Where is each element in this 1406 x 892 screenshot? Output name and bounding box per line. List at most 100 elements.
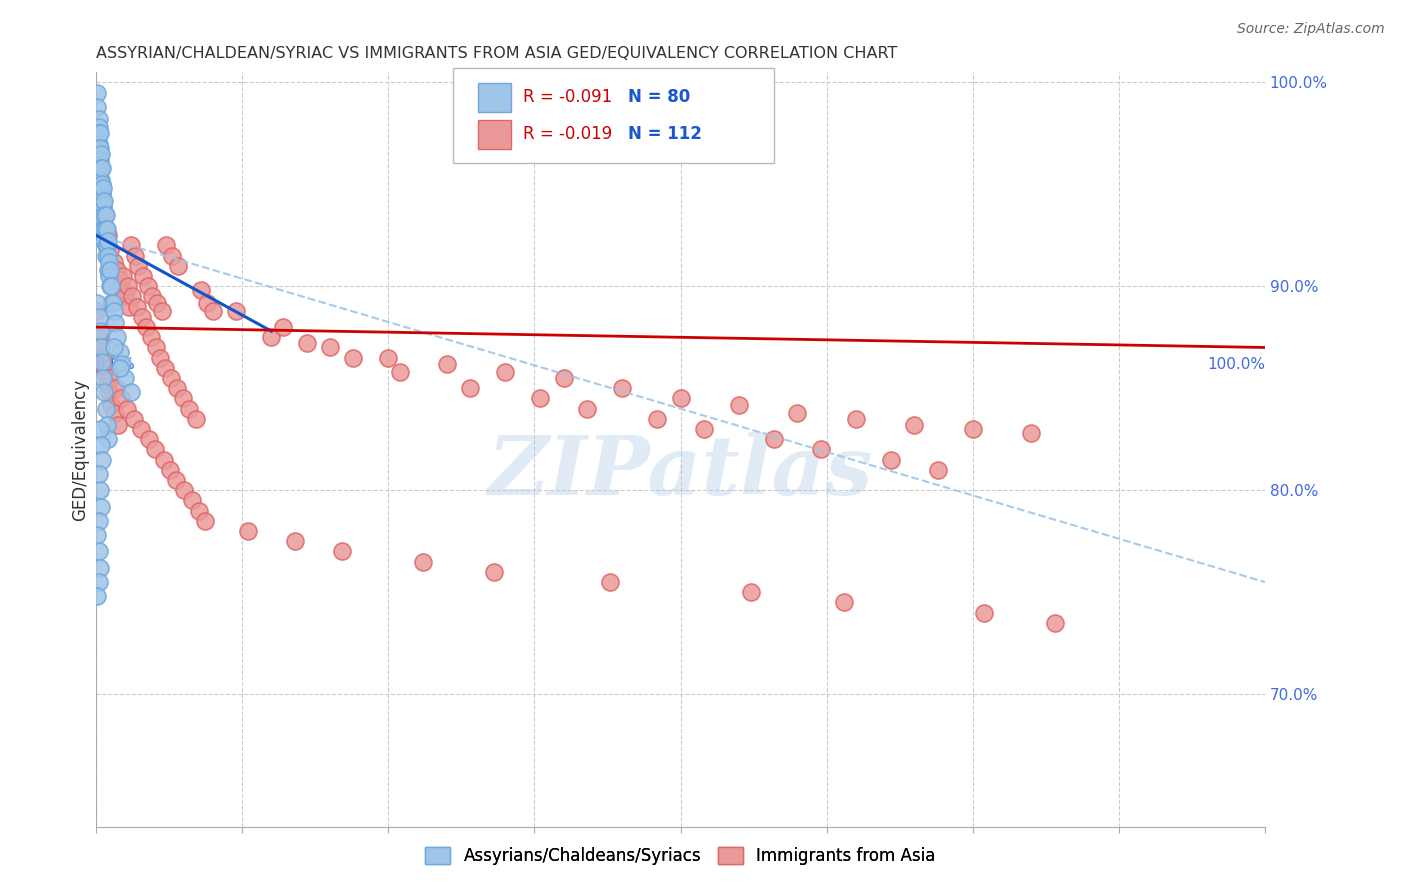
Point: [110, 392, 132, 406]
Point: [98, 385, 121, 400]
Point: [120, 238, 142, 252]
Point: [98, 243, 121, 257]
Point: [153, 452, 176, 467]
Point: [181, 493, 204, 508]
Point: [100, 279, 122, 293]
Point: [91, 222, 114, 236]
Point: [94, 249, 117, 263]
Point: [89, 218, 111, 232]
Point: [86, 303, 108, 318]
Point: [87, 197, 110, 211]
Point: [295, 336, 318, 351]
Point: [86, 86, 108, 100]
Point: [91, 187, 114, 202]
Point: [91, 197, 114, 211]
Point: [177, 401, 200, 416]
Point: [319, 341, 342, 355]
Point: [167, 259, 190, 273]
Point: [89, 344, 111, 359]
Point: [225, 303, 247, 318]
Point: [87, 467, 110, 481]
Point: [132, 269, 155, 284]
Point: [903, 417, 925, 432]
Point: [91, 371, 114, 385]
Point: [260, 330, 283, 344]
Point: [114, 289, 136, 303]
Point: [89, 126, 111, 140]
Point: [96, 238, 118, 252]
Point: [105, 381, 128, 395]
Point: [127, 259, 149, 273]
Point: [145, 341, 167, 355]
Point: [763, 432, 786, 446]
Point: [103, 341, 125, 355]
Point: [98, 279, 121, 293]
Point: [90, 341, 112, 355]
Point: [93, 235, 115, 249]
Point: [645, 412, 668, 426]
Point: [100, 398, 122, 412]
Point: [138, 432, 160, 446]
Point: [610, 381, 633, 395]
Point: [89, 161, 111, 175]
Point: [129, 422, 152, 436]
Point: [91, 211, 114, 226]
Point: [880, 452, 903, 467]
Point: [136, 279, 159, 293]
Point: [669, 392, 692, 406]
Point: [90, 161, 112, 175]
Point: [86, 100, 108, 114]
Point: [93, 208, 115, 222]
Point: [89, 483, 111, 498]
Point: [91, 214, 114, 228]
Point: [458, 381, 481, 395]
Point: [87, 330, 110, 344]
Point: [93, 208, 115, 222]
Point: [87, 514, 110, 528]
Point: [149, 351, 172, 365]
Point: [89, 192, 111, 206]
Point: [90, 341, 112, 355]
Point: [98, 263, 121, 277]
Point: [97, 263, 120, 277]
Point: [127, 300, 149, 314]
Point: [143, 442, 166, 457]
Point: [693, 422, 716, 436]
Point: [114, 371, 136, 385]
Point: [105, 330, 128, 344]
Point: [94, 401, 117, 416]
Point: [90, 146, 112, 161]
Point: [89, 324, 111, 338]
Text: ASSYRIAN/CHALDEAN/SYRIAC VS IMMIGRANTS FROM ASIA GED/EQUIVALENCY CORRELATION CHA: ASSYRIAN/CHALDEAN/SYRIAC VS IMMIGRANTS F…: [96, 46, 897, 62]
Point: [103, 255, 125, 269]
Point: [740, 585, 762, 599]
Point: [845, 412, 868, 426]
Text: R = -0.091: R = -0.091: [523, 88, 612, 106]
Point: [284, 534, 307, 549]
Point: [377, 351, 399, 365]
Point: [172, 392, 194, 406]
Point: [160, 371, 183, 385]
Point: [139, 330, 162, 344]
Point: [1043, 615, 1066, 630]
Point: [973, 606, 995, 620]
Point: [97, 235, 120, 249]
Point: [190, 284, 212, 298]
Point: [94, 238, 117, 252]
Point: [195, 295, 218, 310]
Point: [87, 146, 110, 161]
Point: [89, 181, 111, 195]
Point: [146, 295, 169, 310]
Text: 100.0%: 100.0%: [1206, 357, 1265, 372]
Point: [91, 357, 114, 371]
Point: [118, 300, 141, 314]
Point: [96, 417, 118, 432]
Point: [89, 140, 111, 154]
Point: [330, 544, 353, 558]
Point: [97, 249, 120, 263]
Point: [94, 222, 117, 236]
Point: [108, 273, 131, 287]
Point: [436, 357, 458, 371]
Point: [389, 365, 412, 379]
Point: [90, 173, 112, 187]
